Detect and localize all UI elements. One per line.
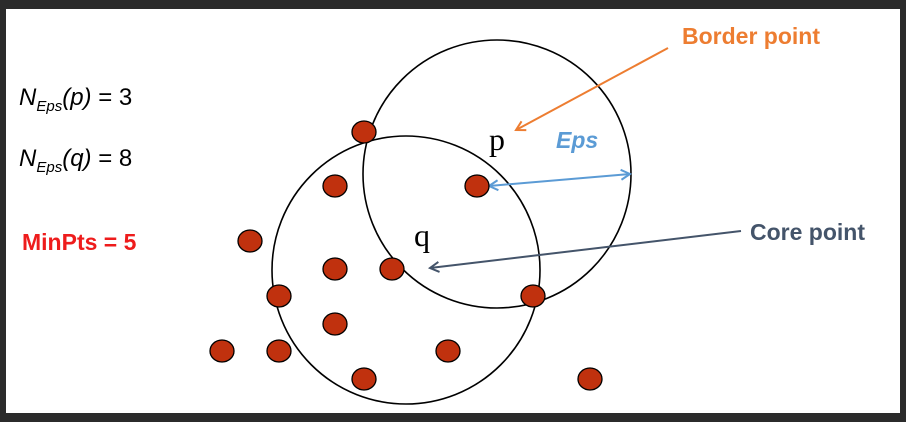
neps-q-formula: NEps(q) = 8 [19,145,132,176]
border-point-arrow [516,47,669,130]
diagram-canvas: NEps(p) = 3 NEps(q) = 8 MinPts = 5 Borde… [6,9,900,413]
data-point [266,284,292,308]
data-point [520,284,546,308]
neps-p-value: = 3 [98,84,133,111]
core-point-label: Core point [750,219,865,245]
data-point [237,229,263,253]
data-point [351,367,377,391]
data-point [322,257,348,281]
eps-arrow [489,174,630,186]
eps-circle-q [271,135,541,405]
data-point [577,367,603,391]
dbscan-diagram [209,39,742,405]
data-point [351,120,377,144]
border-point-label: Border point [682,23,820,49]
point-q-label: q [414,217,430,253]
data-point-p [464,174,490,198]
data-point [266,339,292,363]
point-p-label: p [489,121,505,157]
core-point-arrow [430,230,742,268]
neps-q-symbol: N [19,145,37,172]
data-point-q [379,257,405,281]
data-point [322,174,348,198]
minpts-label: MinPts = 5 [22,229,137,255]
data-point [209,339,235,363]
neps-p-subscript: Eps [36,98,63,115]
neps-p-arg: (p) [62,84,92,111]
neps-q-value: = 8 [98,145,133,172]
neps-q-arg: (q) [62,145,92,172]
data-points [209,120,603,391]
data-point [435,339,461,363]
data-point [322,312,348,336]
eps-label: Eps [556,127,599,153]
neps-q-subscript: Eps [36,159,63,176]
neps-p-formula: NEps(p) = 3 [19,84,132,115]
neps-p-symbol: N [19,84,37,111]
